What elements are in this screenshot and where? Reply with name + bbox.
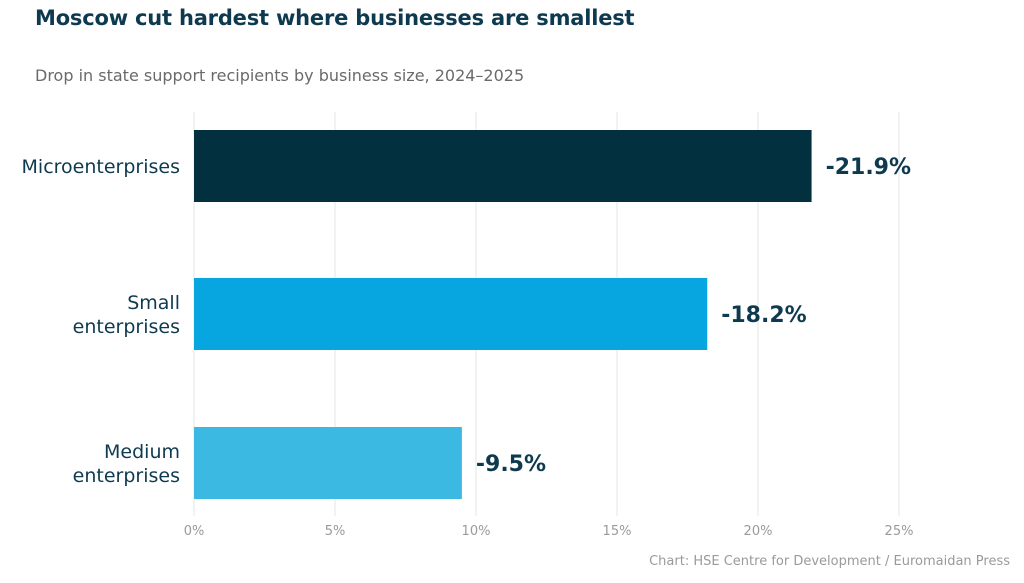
x-axis-ticks: 0% 5% 10% 15% 20% 25% (184, 524, 914, 539)
chart-subtitle: Drop in state support recipients by busi… (35, 66, 525, 85)
bar (194, 427, 462, 499)
category-label: Medium (104, 441, 180, 463)
chart-title: Moscow cut hardest where businesses are … (35, 6, 635, 30)
value-label: -18.2% (721, 303, 806, 328)
value-label: -9.5% (476, 452, 546, 477)
category-label: Small (127, 292, 180, 314)
x-tick-label: 5% (325, 524, 346, 539)
source-credit: Chart: HSE Centre for Development / Euro… (649, 554, 1010, 569)
bars (194, 130, 812, 499)
x-tick-label: 0% (184, 524, 205, 539)
x-tick-label: 25% (885, 524, 914, 539)
x-tick-label: 10% (462, 524, 491, 539)
category-label: enterprises (73, 316, 180, 338)
bar (194, 130, 812, 202)
bar (194, 278, 708, 350)
value-label: -21.9% (826, 155, 911, 180)
category-label: enterprises (73, 465, 180, 487)
x-tick-label: 15% (603, 524, 632, 539)
category-label: Microenterprises (22, 156, 180, 178)
x-tick-label: 20% (744, 524, 773, 539)
